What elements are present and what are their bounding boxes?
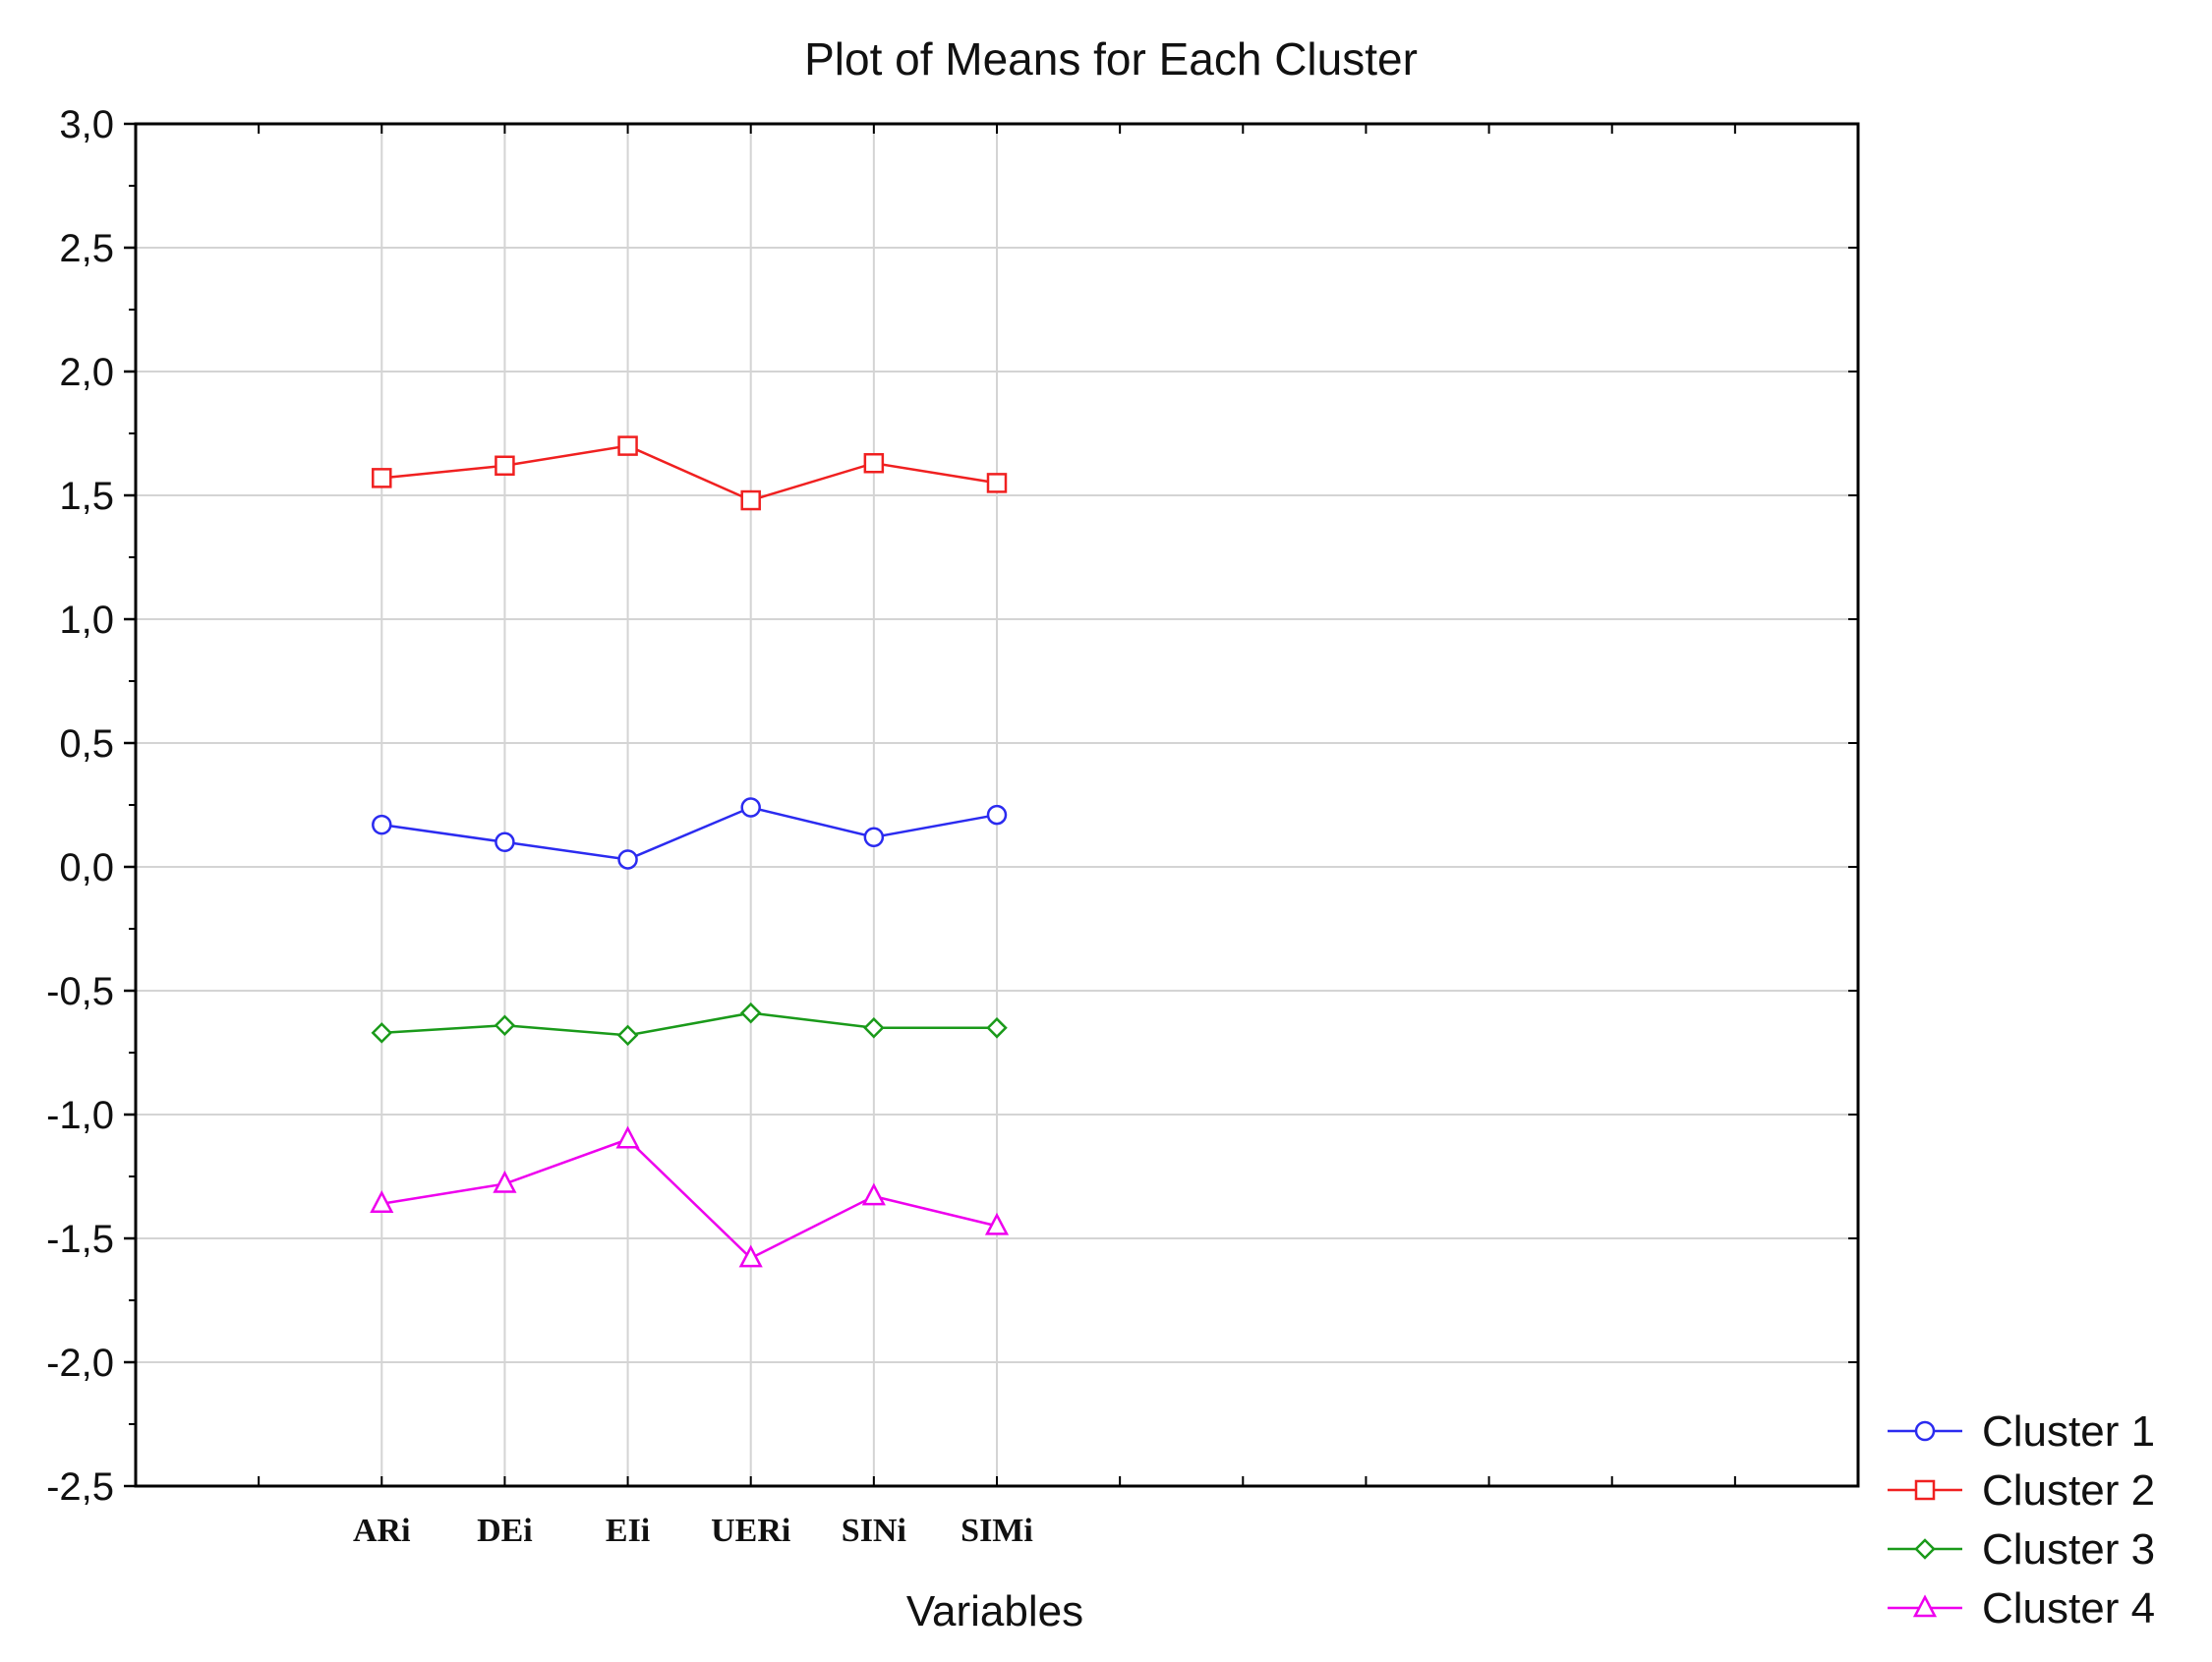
series-1 bbox=[372, 797, 1008, 870]
data-point bbox=[370, 1190, 394, 1213]
series-line bbox=[381, 806, 998, 861]
y-tick-label: 3,0 bbox=[59, 103, 114, 146]
data-point bbox=[740, 797, 761, 818]
y-tick-label: 2,0 bbox=[59, 351, 114, 394]
x-axis-ticks: ARi DEi EIi UERi SINi SIMi bbox=[258, 124, 1736, 1549]
data-point bbox=[494, 1014, 516, 1037]
data-point bbox=[615, 1125, 640, 1149]
legend-marker bbox=[1914, 1538, 1936, 1560]
y-tick-label: -0,5 bbox=[46, 970, 114, 1013]
data-point bbox=[984, 1212, 1010, 1235]
y-tick-label: 0,5 bbox=[59, 722, 114, 766]
x-tick-label: ARi bbox=[353, 1513, 411, 1549]
data-point bbox=[372, 814, 392, 835]
x-axis-label: Variables bbox=[906, 1587, 1083, 1635]
data-point bbox=[986, 804, 1008, 826]
legend-marker bbox=[1914, 1479, 1936, 1501]
series-line bbox=[381, 444, 998, 502]
data-point bbox=[371, 1022, 393, 1044]
legend-label: Cluster 4 bbox=[1982, 1584, 2155, 1633]
y-tick-label: -1,0 bbox=[46, 1094, 114, 1137]
series-4 bbox=[370, 1125, 1010, 1268]
chart-title: Plot of Means for Each Cluster bbox=[804, 33, 1418, 85]
y-tick-label: -1,5 bbox=[46, 1218, 114, 1261]
data-point bbox=[863, 452, 885, 474]
data-point bbox=[863, 827, 885, 848]
x-tick-label: SIMi bbox=[960, 1513, 1033, 1549]
x-tick-label: DEi bbox=[477, 1513, 533, 1549]
data-point bbox=[617, 435, 638, 456]
plot-area-border bbox=[134, 122, 1860, 1488]
y-axis-ticks: 3,0 2,5 2,0 1,5 1,0 0,5 0,0 -0,5 -1,0 -1,5 -2,0 -2,… bbox=[46, 103, 1858, 1509]
legend-entry-2: Cluster 2 bbox=[1888, 1466, 2155, 1515]
legend-marker bbox=[1914, 1420, 1936, 1442]
legend-entry-3: Cluster 3 bbox=[1888, 1525, 2155, 1574]
y-tick-label: 2,5 bbox=[59, 227, 114, 270]
y-tick-label: 1,5 bbox=[59, 475, 114, 518]
y-tick-label: -2,0 bbox=[46, 1342, 114, 1385]
legend-entry-1: Cluster 1 bbox=[1888, 1407, 2155, 1456]
x-tick-label: SINi bbox=[842, 1513, 906, 1549]
series-line bbox=[381, 1137, 998, 1260]
y-tick-label: 1,0 bbox=[59, 599, 114, 642]
series-line bbox=[381, 1011, 997, 1037]
data-point bbox=[861, 1182, 886, 1206]
series-2 bbox=[372, 435, 1008, 511]
data-point bbox=[739, 1002, 762, 1024]
data-point bbox=[738, 1244, 763, 1268]
legend-label: Cluster 3 bbox=[1982, 1525, 2155, 1574]
legend-marker bbox=[1912, 1594, 1938, 1618]
data-point bbox=[617, 849, 638, 870]
x-tick-label: EIi bbox=[606, 1513, 650, 1549]
data-point bbox=[495, 831, 515, 853]
data-point bbox=[493, 1170, 517, 1193]
series-lines bbox=[370, 435, 1010, 1268]
y-tick-label: 0,0 bbox=[59, 846, 114, 889]
data-point bbox=[740, 489, 761, 511]
data-point bbox=[495, 455, 515, 477]
x-tick-label: UERi bbox=[711, 1513, 790, 1549]
legend: Cluster 1 Cluster 2 Cluster 3 Cluster 4 bbox=[1888, 1407, 2155, 1633]
data-point bbox=[986, 473, 1008, 493]
legend-label: Cluster 2 bbox=[1982, 1466, 2155, 1515]
data-point bbox=[616, 1024, 639, 1047]
data-point bbox=[863, 1017, 885, 1039]
legend-label: Cluster 1 bbox=[1982, 1407, 2155, 1456]
y-tick-label: -2,5 bbox=[46, 1465, 114, 1509]
series-3 bbox=[371, 1002, 1008, 1047]
data-point bbox=[986, 1017, 1008, 1039]
legend-entry-4: Cluster 4 bbox=[1888, 1584, 2155, 1633]
data-point bbox=[372, 468, 392, 488]
